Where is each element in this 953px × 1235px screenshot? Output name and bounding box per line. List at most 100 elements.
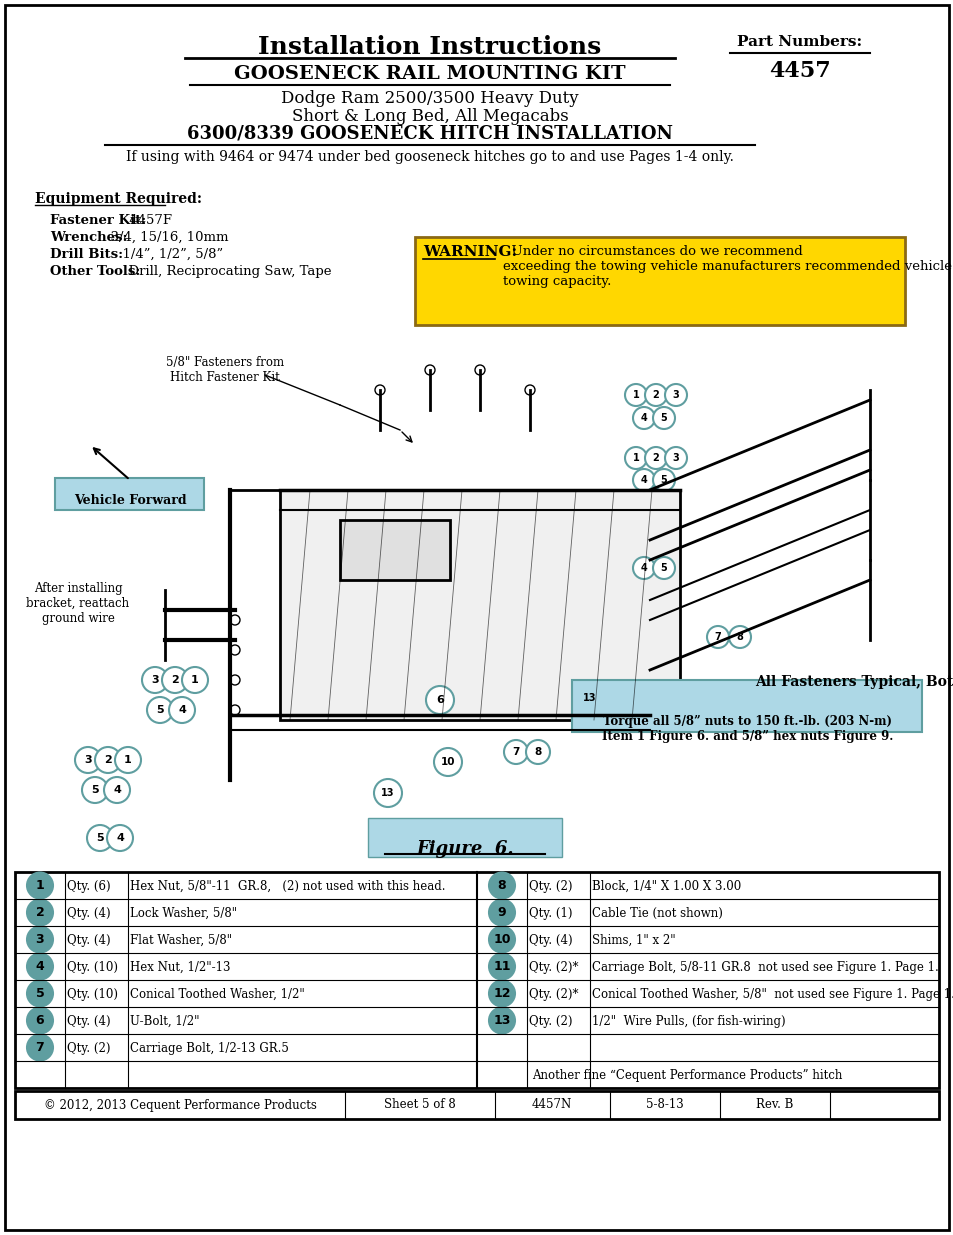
Text: 11: 11	[493, 960, 510, 973]
Circle shape	[652, 469, 675, 492]
Circle shape	[664, 447, 686, 469]
Text: 4457: 4457	[768, 61, 830, 82]
Circle shape	[374, 779, 401, 806]
Text: Hex Nut, 5/8"-11  GR.8,   (2) not used with this head.: Hex Nut, 5/8"-11 GR.8, (2) not used with…	[130, 881, 445, 893]
Circle shape	[27, 872, 53, 899]
Circle shape	[633, 408, 655, 429]
Text: 6300/8339 GOOSENECK HITCH INSTALLATION: 6300/8339 GOOSENECK HITCH INSTALLATION	[187, 125, 672, 143]
Text: Qty. (10): Qty. (10)	[67, 961, 118, 974]
Text: 2: 2	[652, 390, 659, 400]
Text: 3/4, 15/16, 10mm: 3/4, 15/16, 10mm	[102, 231, 229, 245]
Text: 6: 6	[436, 695, 443, 705]
Bar	[572, 680, 921, 732]
FancyBboxPatch shape	[55, 478, 204, 510]
Circle shape	[489, 981, 515, 1007]
Text: Conical Toothed Washer, 5/8"  not used see Figure 1. Page 1.: Conical Toothed Washer, 5/8" not used se…	[592, 988, 953, 1002]
Circle shape	[169, 697, 194, 722]
Text: Wrenches:: Wrenches:	[50, 231, 128, 245]
Text: 3: 3	[35, 932, 44, 946]
Bar	[339, 520, 450, 580]
Text: 4: 4	[113, 785, 121, 795]
Text: 10: 10	[493, 932, 510, 946]
Text: Dodge Ram 2500/3500 Heavy Duty: Dodge Ram 2500/3500 Heavy Duty	[281, 90, 578, 107]
Circle shape	[27, 953, 53, 979]
Circle shape	[107, 825, 132, 851]
Text: Qty. (2): Qty. (2)	[529, 1015, 572, 1028]
Text: 1: 1	[632, 390, 639, 400]
Text: Hex Nut, 1/2"-13: Hex Nut, 1/2"-13	[130, 961, 231, 974]
Text: If using with 9464 or 9474 under bed gooseneck hitches go to and use Pages 1-4 o: If using with 9464 or 9474 under bed goo…	[126, 149, 733, 164]
Circle shape	[75, 747, 101, 773]
Circle shape	[624, 447, 646, 469]
Text: 1/4”, 1/2”, 5/8”: 1/4”, 1/2”, 5/8”	[113, 248, 223, 261]
Text: 1/2"  Wire Pulls, (for fish-wiring): 1/2" Wire Pulls, (for fish-wiring)	[592, 1015, 785, 1028]
Text: After installing
bracket, reattach
ground wire: After installing bracket, reattach groun…	[27, 582, 130, 625]
Bar	[15, 1091, 938, 1119]
Text: 12: 12	[493, 987, 510, 1000]
Text: 13: 13	[381, 788, 395, 798]
Text: Under no circumstances do we recommend
exceeding the towing vehicle manufacturer: Under no circumstances do we recommend e…	[502, 245, 951, 288]
Text: 4: 4	[640, 563, 647, 573]
Circle shape	[162, 667, 188, 693]
Text: Flat Washer, 5/8": Flat Washer, 5/8"	[130, 934, 232, 947]
Text: 1: 1	[35, 879, 45, 892]
Text: 1: 1	[632, 453, 639, 463]
Circle shape	[95, 747, 121, 773]
Text: 1: 1	[124, 755, 132, 764]
Text: 4: 4	[640, 412, 647, 424]
Circle shape	[644, 384, 666, 406]
Circle shape	[147, 697, 172, 722]
Circle shape	[230, 615, 240, 625]
Text: U-Bolt, 1/2": U-Bolt, 1/2"	[130, 1015, 199, 1028]
Text: Another fine “Cequent Performance Products” hitch: Another fine “Cequent Performance Produc…	[532, 1070, 841, 1082]
Text: Lock Washer, 5/8": Lock Washer, 5/8"	[130, 906, 237, 920]
Circle shape	[182, 667, 208, 693]
Text: Vehicle Forward: Vehicle Forward	[73, 494, 186, 508]
Text: 13: 13	[582, 693, 597, 703]
Text: 5/8" Fasteners from
Hitch Fastener Kit: 5/8" Fasteners from Hitch Fastener Kit	[166, 356, 284, 384]
Text: 8: 8	[736, 632, 742, 642]
Text: WARNING:: WARNING:	[422, 245, 517, 259]
Text: 2: 2	[35, 906, 45, 919]
Circle shape	[576, 684, 603, 713]
Circle shape	[706, 626, 728, 648]
Text: 2: 2	[104, 755, 112, 764]
Circle shape	[27, 1008, 53, 1034]
Circle shape	[489, 926, 515, 952]
Circle shape	[230, 705, 240, 715]
Text: 5: 5	[156, 705, 164, 715]
Text: 3: 3	[672, 390, 679, 400]
Text: 4: 4	[116, 832, 124, 844]
Text: Part Numbers:: Part Numbers:	[737, 35, 862, 49]
Text: Short & Long Bed, All Megacabs: Short & Long Bed, All Megacabs	[292, 107, 568, 125]
Text: 3: 3	[151, 676, 158, 685]
Text: 5: 5	[96, 832, 104, 844]
Circle shape	[230, 676, 240, 685]
Text: 5: 5	[659, 475, 667, 485]
Text: Qty. (2)*: Qty. (2)*	[529, 961, 578, 974]
Circle shape	[624, 384, 646, 406]
Text: Equipment Required:: Equipment Required:	[35, 191, 202, 206]
Text: 1: 1	[191, 676, 198, 685]
Circle shape	[115, 747, 141, 773]
Text: Installation Instructions: Installation Instructions	[258, 35, 601, 59]
Circle shape	[652, 557, 675, 579]
Text: 2: 2	[171, 676, 178, 685]
Circle shape	[489, 953, 515, 979]
Text: Carriage Bolt, 5/8-11 GR.8  not used see Figure 1. Page 1.: Carriage Bolt, 5/8-11 GR.8 not used see …	[592, 961, 938, 974]
Circle shape	[728, 626, 750, 648]
Circle shape	[652, 408, 675, 429]
Circle shape	[27, 981, 53, 1007]
Circle shape	[633, 469, 655, 492]
Text: 7: 7	[714, 632, 720, 642]
Text: 13: 13	[493, 1014, 510, 1028]
Text: Drill Bits:: Drill Bits:	[50, 248, 123, 261]
Circle shape	[27, 926, 53, 952]
Circle shape	[87, 825, 112, 851]
Text: GOOSENECK RAIL MOUNTING KIT: GOOSENECK RAIL MOUNTING KIT	[233, 65, 625, 83]
Circle shape	[27, 899, 53, 925]
Circle shape	[27, 1035, 53, 1061]
Bar	[415, 237, 904, 325]
Text: Sheet 5 of 8: Sheet 5 of 8	[384, 1098, 456, 1112]
Text: Conical Toothed Washer, 1/2": Conical Toothed Washer, 1/2"	[130, 988, 304, 1002]
